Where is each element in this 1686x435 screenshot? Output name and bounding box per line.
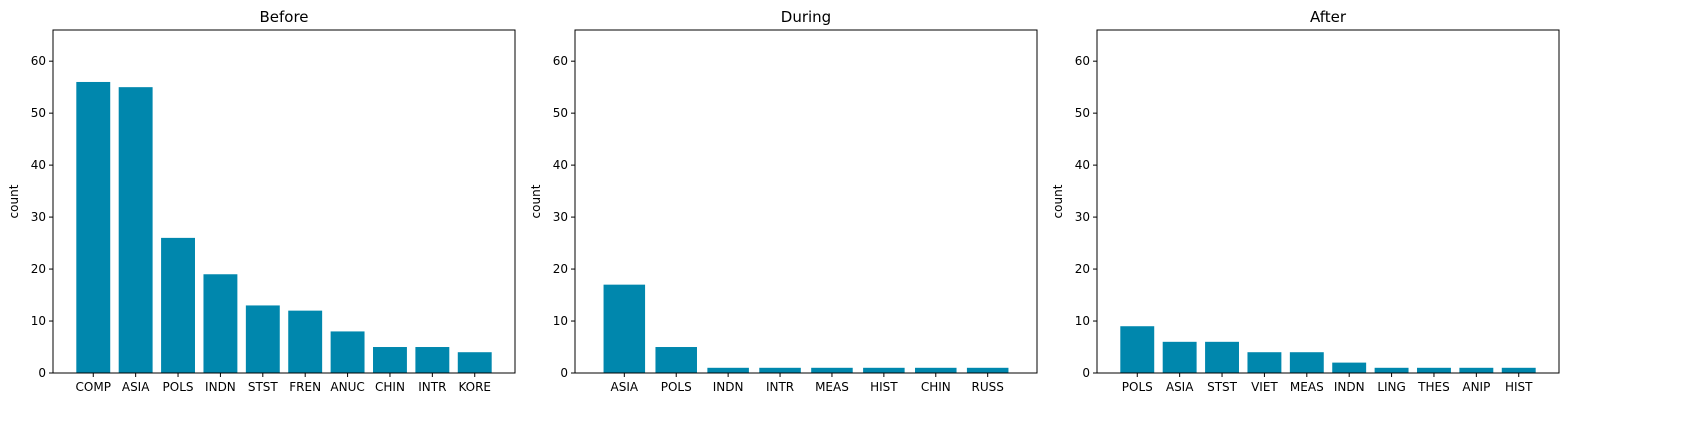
y-tick-label: 40: [31, 158, 46, 172]
plot-frame: [52, 29, 516, 374]
x-tick-label: STST: [1207, 380, 1238, 394]
bar-indn: [707, 367, 749, 373]
bar-hist: [1501, 367, 1536, 373]
x-tick-label: KORE: [458, 380, 491, 394]
bar-stst: [245, 305, 280, 373]
x-tick-label: THES: [1417, 380, 1450, 394]
x-tick-label: POLS: [1122, 380, 1153, 394]
bar-pols: [161, 237, 195, 373]
bar-intr: [415, 347, 450, 373]
y-tick-label: 30: [553, 210, 568, 224]
bar-indn: [1332, 362, 1367, 373]
x-tick-label: INTR: [418, 380, 446, 394]
x-tick-label: INDN: [1334, 380, 1365, 394]
y-tick-label: 0: [560, 366, 568, 380]
bar-chin: [373, 347, 407, 373]
x-tick-label: POLS: [661, 380, 692, 394]
y-tick-label: 10: [553, 314, 568, 328]
x-tick-label: ANIP: [1462, 380, 1490, 394]
x-tick-label: STST: [248, 380, 279, 394]
chart-title: Before: [259, 8, 308, 26]
y-tick-label: 30: [31, 210, 46, 224]
y-tick-label: 20: [1075, 262, 1090, 276]
x-tick-label: FREN: [289, 380, 321, 394]
x-tick-label: LING: [1377, 380, 1406, 394]
bar-meas: [1289, 352, 1324, 373]
y-tick-label: 0: [1082, 366, 1090, 380]
bar-thes: [1417, 367, 1451, 373]
bar-indn: [203, 274, 238, 373]
x-tick-label: ASIA: [611, 380, 639, 394]
y-tick-label: 20: [553, 262, 568, 276]
bar-fren: [288, 310, 323, 373]
y-tick-label: 50: [553, 106, 568, 120]
bar-chin: [915, 367, 957, 373]
x-tick-label: CHIN: [921, 380, 951, 394]
x-tick-label: MEAS: [815, 380, 849, 394]
y-tick-label: 40: [553, 158, 568, 172]
bar-comp: [76, 81, 111, 373]
y-axis-label: count: [529, 184, 543, 218]
bar-viet: [1247, 352, 1282, 373]
x-tick-label: HIST: [1505, 380, 1533, 394]
x-tick-label: HIST: [870, 380, 898, 394]
x-tick-label: ASIA: [122, 380, 150, 394]
bar-intr: [759, 367, 801, 373]
x-tick-label: POLS: [163, 380, 194, 394]
bar-anip: [1459, 367, 1494, 373]
x-tick-label: INDN: [713, 380, 744, 394]
bar-hist: [863, 367, 905, 373]
y-tick-label: 50: [1075, 106, 1090, 120]
x-tick-label: RUSS: [972, 380, 1004, 394]
plot-frame: [574, 29, 1038, 374]
y-tick-label: 10: [1075, 314, 1090, 328]
x-tick-label: VIET: [1251, 380, 1278, 394]
x-tick-label: COMP: [76, 380, 111, 394]
bar-kore: [457, 352, 492, 373]
bar-anuc: [330, 331, 365, 373]
bar-asia: [118, 87, 153, 374]
chart-title: After: [1310, 8, 1347, 26]
bar-pols: [1120, 326, 1155, 373]
x-tick-label: MEAS: [1290, 380, 1324, 394]
x-tick-label: INTR: [766, 380, 794, 394]
bar-stst: [1205, 341, 1239, 373]
y-tick-label: 30: [1075, 210, 1090, 224]
chart-title: During: [781, 8, 831, 26]
y-tick-label: 60: [31, 54, 46, 68]
x-tick-label: INDN: [205, 380, 236, 394]
y-tick-label: 60: [1075, 54, 1090, 68]
bar-pols: [655, 347, 697, 373]
plot-frame: [1096, 29, 1560, 374]
y-tick-label: 0: [38, 366, 46, 380]
y-tick-label: 10: [31, 314, 46, 328]
y-axis-label: count: [1051, 184, 1065, 218]
y-tick-label: 60: [553, 54, 568, 68]
y-tick-label: 40: [1075, 158, 1090, 172]
bar-russ: [966, 367, 1009, 373]
bar-ling: [1374, 367, 1409, 373]
bar-asia: [1162, 341, 1197, 373]
x-tick-label: ANUC: [330, 380, 364, 394]
x-tick-label: CHIN: [375, 380, 405, 394]
y-tick-label: 20: [31, 262, 46, 276]
x-tick-label: ASIA: [1166, 380, 1194, 394]
y-axis-label: count: [7, 184, 21, 218]
bar-asia: [603, 284, 646, 373]
bar-meas: [811, 367, 853, 373]
y-tick-label: 50: [31, 106, 46, 120]
